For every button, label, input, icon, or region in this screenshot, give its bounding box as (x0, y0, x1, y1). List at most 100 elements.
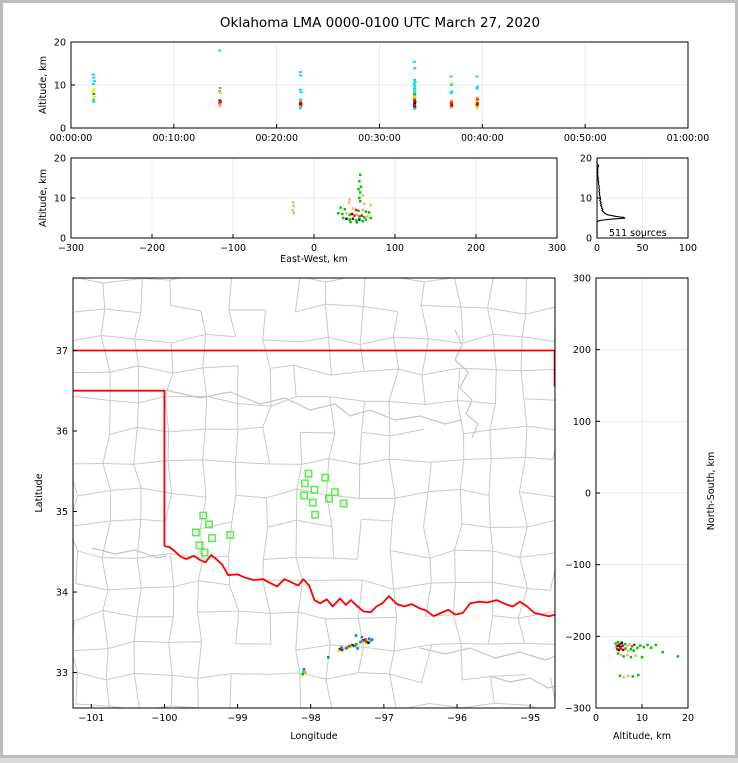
source-point (618, 674, 622, 677)
source-point (412, 91, 416, 94)
source-point (619, 653, 623, 657)
source-point (357, 209, 360, 213)
y-tick-label: 20 (54, 154, 66, 165)
source-point (92, 96, 96, 99)
source-point (292, 204, 295, 208)
source-point (341, 216, 345, 220)
source-point (369, 216, 372, 220)
source-point (412, 95, 416, 98)
source-point (475, 96, 479, 99)
y-tick-label: 20 (54, 38, 66, 49)
lma-station-marker (325, 494, 333, 503)
source-point (630, 645, 634, 648)
source-point (449, 92, 453, 95)
x-tick-label: 100 (386, 243, 404, 254)
source-point (621, 644, 624, 647)
source-point (413, 89, 417, 92)
axis-ticks: −101 −100 −99 −98 −97 −96 −95 33 34 35 36 37 (56, 346, 540, 724)
panel-ns-altitude: 0 10 20 −300 −200 −100 0 100 200 300 (565, 274, 694, 725)
source-point (618, 642, 622, 646)
lma-station-marker (311, 510, 320, 519)
source-point (92, 88, 96, 91)
y-tick-label: −300 (565, 704, 591, 715)
source-point (91, 90, 95, 93)
source-point (616, 652, 620, 655)
source-point (369, 639, 372, 643)
source-point (364, 640, 368, 644)
source-point (292, 211, 295, 215)
altitude-histogram-line (596, 158, 626, 238)
source-point (412, 87, 416, 90)
lma-station-marker (191, 528, 200, 537)
source-point (622, 675, 625, 679)
source-point (413, 93, 417, 96)
source-point (354, 208, 358, 212)
source-point (629, 647, 633, 651)
source-point (337, 649, 340, 653)
x-tick-label: −100 (220, 243, 246, 254)
source-point (638, 644, 642, 647)
source-point (298, 100, 302, 103)
source-point (349, 220, 352, 224)
source-point (361, 194, 364, 197)
source-point (91, 73, 95, 76)
panel-frame (72, 277, 556, 709)
source-point (475, 75, 479, 78)
source-point (359, 185, 363, 189)
source-point (354, 643, 358, 646)
source-point (298, 102, 302, 105)
source-point (362, 639, 365, 642)
y-tick-label: 0 (60, 124, 66, 135)
source-point (343, 207, 347, 211)
source-point (358, 173, 362, 177)
source-point (339, 206, 342, 209)
source-point (299, 101, 303, 104)
source-point (642, 645, 646, 649)
source-point (299, 105, 303, 108)
source-point (632, 649, 635, 652)
source-point (357, 187, 360, 191)
x-tick-label: −101 (78, 713, 104, 724)
y-tick-label: −100 (565, 560, 591, 571)
source-point (413, 97, 417, 100)
source-point (218, 105, 222, 108)
axis-ticks: −300 −200 −100 0 100 200 300 0 10 20 (54, 154, 566, 255)
grid-lines (71, 42, 688, 128)
source-point (412, 60, 416, 63)
source-point (299, 74, 303, 77)
source-point (646, 643, 649, 647)
x-tick-label: 200 (467, 243, 485, 254)
lma-station-marker (300, 479, 309, 488)
y-tick-label: 10 (54, 194, 66, 205)
source-point (619, 645, 622, 649)
y-tick-label: 10 (54, 81, 66, 92)
source-point (92, 93, 96, 96)
source-point (364, 638, 367, 641)
x-tick-label: −98 (301, 713, 321, 724)
source-point (218, 99, 222, 102)
source-point (362, 215, 366, 219)
lma-station-marker (195, 541, 204, 550)
source-point (367, 211, 371, 214)
x-tick-label: 00:30:00 (358, 133, 401, 144)
source-point (298, 88, 302, 91)
ew-panel-xlabel: East-West, km (280, 254, 348, 265)
x-tick-label: −97 (374, 713, 394, 724)
source-point (475, 102, 479, 105)
source-point (413, 107, 417, 110)
river-lines (91, 329, 555, 689)
source-point (348, 218, 351, 221)
map-xlabel: Longitude (290, 731, 337, 742)
source-point (291, 209, 295, 212)
lma-stations (191, 469, 348, 557)
source-point (624, 647, 627, 650)
y-tick-label: 20 (580, 154, 592, 165)
source-point (358, 191, 362, 194)
source-point (345, 211, 348, 215)
source-point (623, 642, 627, 646)
source-point (326, 655, 330, 659)
source-point (360, 635, 364, 639)
source-point (362, 202, 366, 205)
lma-station-marker (304, 469, 313, 478)
